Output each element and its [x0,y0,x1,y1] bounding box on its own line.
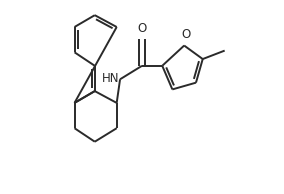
Text: HN: HN [102,72,119,85]
Text: O: O [181,28,191,41]
Text: O: O [137,22,147,35]
